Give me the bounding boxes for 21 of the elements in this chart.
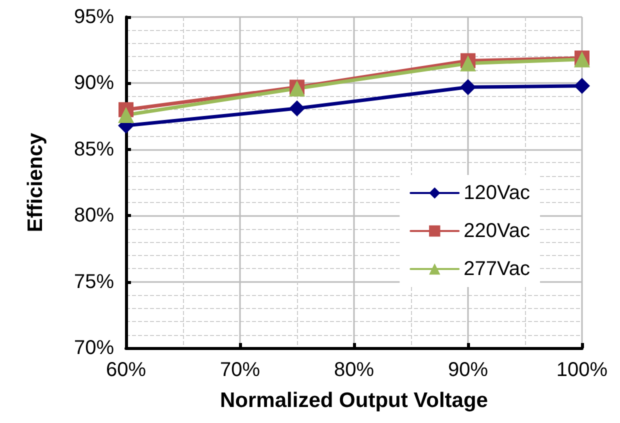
point: [118, 106, 134, 123]
y-tick-label: 90%: [74, 72, 114, 94]
y-tick-label: 80%: [74, 204, 114, 227]
y-axis-title: Efficiency: [24, 132, 47, 232]
y-tick-label: 75%: [74, 270, 114, 293]
legend-label: 277Vac: [464, 258, 530, 280]
y-tick-label: 85%: [74, 138, 114, 160]
x-tick-label: 90%: [448, 359, 488, 381]
x-tick-label: 60%: [106, 359, 146, 381]
point: [574, 78, 590, 94]
point: [289, 100, 305, 116]
legend-label: 220Vac: [464, 220, 530, 242]
y-tick-label: 95%: [74, 6, 114, 28]
x-tick-label: 80%: [334, 359, 374, 381]
x-tick-label: 70%: [220, 359, 260, 381]
point: [460, 79, 476, 96]
legend-label: 120Vac: [464, 182, 530, 204]
y-tick-label: 70%: [74, 337, 114, 359]
x-tick-label: 100%: [556, 359, 608, 381]
point: [460, 55, 476, 72]
x-axis-title: Normalized Output Voltage: [220, 389, 488, 412]
